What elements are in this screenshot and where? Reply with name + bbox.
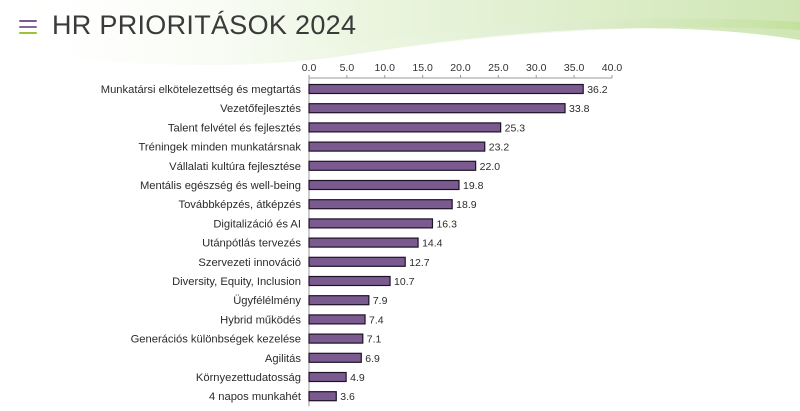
category-label: Vállalati kultúra fejlesztése [169,161,301,173]
bar [308,237,419,248]
x-tick-label: 0.0 [302,62,317,74]
category-label: Környezettudatosság [196,372,301,384]
category-label: Hybrid működés [220,314,301,326]
x-tick-label: 20.0 [450,62,471,74]
value-label: 7.1 [367,334,382,346]
bar [308,295,370,306]
category-label: Digitalizáció és AI [213,218,301,230]
bar [308,199,453,210]
bar [308,122,502,133]
category-label: Agilitás [265,353,301,365]
category-label: Továbbképzés, átképzés [178,199,301,211]
bar [308,160,477,171]
category-label: Generációs különbségek kezelése [131,334,301,346]
value-label: 7.4 [369,314,384,326]
slide-header: HR PRIORITÁSOK 2024 [0,0,800,58]
value-label: 3.6 [340,391,355,403]
bar [308,179,460,191]
bar [308,314,366,325]
value-label: 18.9 [456,199,477,211]
value-label: 16.3 [436,218,457,230]
category-label: Mentális egészség és well-being [140,180,301,192]
x-tick-label: 25.0 [488,62,509,74]
x-tick-label: 35.0 [564,62,585,74]
value-label: 22.0 [480,161,501,173]
bar [308,333,364,344]
category-label: Vezetőfejlesztés [220,103,301,115]
value-label: 25.3 [505,122,526,134]
hamburger-menu-icon[interactable] [19,20,37,36]
category-label: Talent felvétel és fejlesztés [168,122,301,134]
category-label: Tréningek minden munkatársnak [138,142,301,154]
value-label: 14.4 [422,238,443,250]
value-label: 33.8 [569,103,590,115]
value-label: 10.7 [394,276,415,288]
value-label: 6.9 [365,353,380,365]
category-label: Ügyfélélmény [233,295,301,307]
category-label: 4 napos munkahét [209,391,302,403]
value-label: 36.2 [587,84,608,96]
value-label: 12.7 [409,257,430,269]
category-label: Diversity, Equity, Inclusion [172,276,301,288]
value-label: 4.9 [350,372,365,384]
x-tick-label: 40.0 [602,62,623,74]
bar [308,352,362,363]
bar [308,103,566,114]
bar [308,83,584,95]
bar [308,141,486,152]
value-label: 23.2 [489,142,510,154]
value-label: 19.8 [463,180,484,192]
bar [308,275,391,287]
bar [308,218,434,229]
x-tick-label: 15.0 [412,62,433,74]
x-tick-label: 10.0 [375,62,396,74]
category-label: Munkatársi elkötelezettség és megtartás [101,84,302,96]
bar [308,256,406,267]
bar [308,371,347,383]
category-label: Szervezeti innováció [198,257,301,269]
value-label: 7.9 [373,295,388,307]
slide-title: HR PRIORITÁSOK 2024 [52,10,357,40]
x-tick-label: 5.0 [340,62,355,74]
bar [308,391,337,402]
x-tick-label: 30.0 [526,62,547,74]
category-label: Utánpótlás tervezés [202,238,301,250]
